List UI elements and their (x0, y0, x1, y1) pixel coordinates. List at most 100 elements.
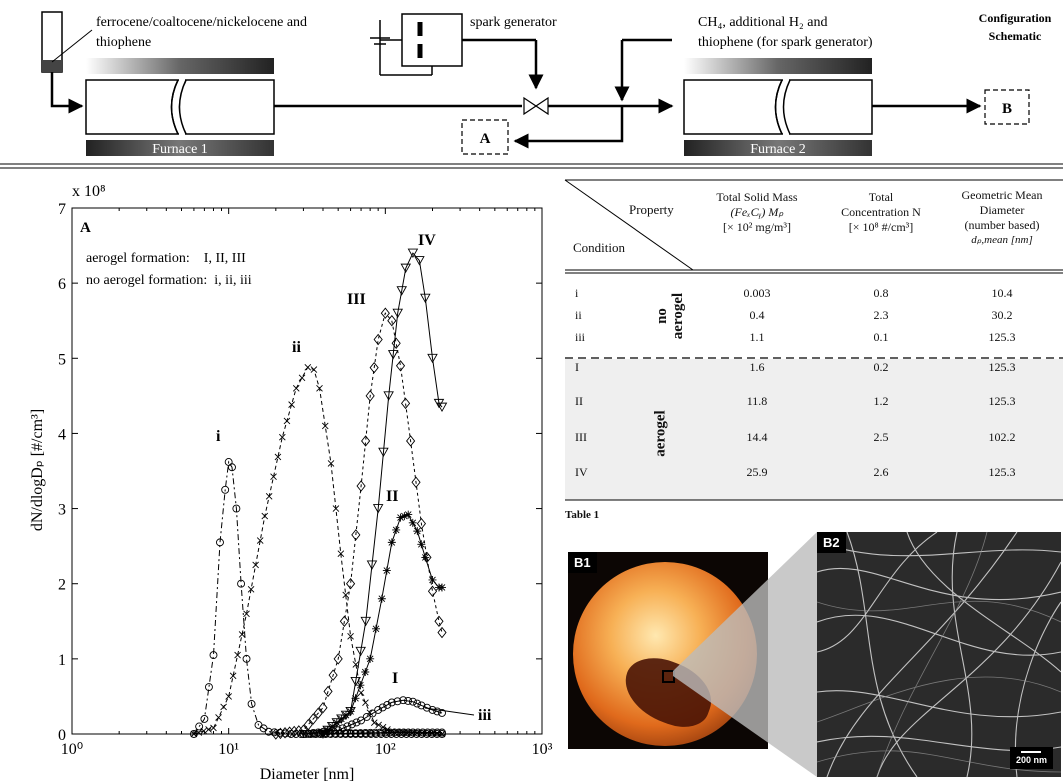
data-point (238, 631, 246, 638)
data-point (216, 538, 224, 547)
series-line (322, 252, 443, 735)
data-point (382, 566, 391, 575)
table-cell-dia: 102.2 (988, 430, 1016, 444)
data-point (334, 726, 343, 735)
data-point (345, 707, 356, 717)
data-point (270, 473, 277, 480)
table-cell-mass: 0.003 (743, 286, 771, 300)
table-cell-cond: III (575, 430, 587, 444)
data-point (413, 699, 422, 708)
scale-bar: 200 nm (1009, 747, 1053, 769)
y-tick-label: 2 (58, 577, 66, 594)
data-point (324, 727, 333, 736)
data-point (322, 725, 333, 736)
table-cell-mass: 25.9 (746, 465, 768, 479)
data-point (357, 716, 366, 725)
furnace-1-heater-top (86, 58, 274, 74)
y-tick-label: 5 (58, 351, 66, 368)
data-point (383, 391, 394, 401)
legend-aerogel: aerogel formation: I, II, III (86, 251, 246, 266)
property-table: Property Condition Total Solid Mass (Feₓ… (565, 180, 1063, 500)
data-point (413, 728, 422, 737)
data-point (221, 485, 230, 494)
data-point (404, 728, 413, 737)
data-point (289, 725, 299, 738)
table-cell-dia: 125.3 (988, 465, 1016, 479)
data-point (341, 729, 350, 738)
outlet-b-box (984, 89, 1030, 125)
data-point (351, 529, 361, 541)
data-point (209, 651, 218, 660)
table-cell-conc: 1.2 (873, 394, 889, 408)
data-point (438, 728, 446, 737)
furnace-2-heater-top (684, 58, 872, 74)
data-point (204, 683, 213, 691)
data-point (406, 435, 416, 447)
outlet-a-box (461, 119, 509, 155)
data-point (356, 480, 366, 492)
data-point (428, 728, 437, 737)
data-point (195, 729, 203, 736)
data-point (351, 729, 360, 738)
sem-fibers-image (817, 532, 1061, 777)
data-point (200, 715, 209, 723)
data-point (366, 654, 375, 663)
data-point (234, 651, 241, 659)
data-point (327, 460, 335, 467)
table-cell-cond: IV (575, 465, 588, 479)
furnace-2-label: Furnace 2 (750, 142, 806, 157)
data-point (396, 286, 408, 296)
data-point (347, 632, 354, 640)
data-point (356, 729, 365, 737)
data-point (361, 435, 371, 447)
data-point (318, 730, 327, 738)
data-point (371, 728, 380, 737)
data-point (395, 360, 406, 372)
data-point (374, 706, 383, 714)
table-cell-dia: 10.4 (991, 286, 1013, 300)
data-point (360, 616, 372, 627)
table-cell-cond: I (575, 360, 579, 374)
data-point (321, 422, 329, 430)
gas-label-2: thiophene (for spark generator) (698, 35, 873, 50)
data-point (237, 579, 246, 588)
series-label-IV: IV (418, 232, 436, 249)
zoom-marker (662, 670, 675, 683)
photo-b2-label: B2 (817, 532, 846, 553)
data-point (438, 709, 446, 717)
data-point (377, 730, 386, 738)
data-point (215, 714, 222, 721)
data-point (247, 586, 255, 593)
data-point (355, 646, 366, 657)
data-point (298, 374, 306, 382)
data-point (313, 707, 323, 720)
data-point (411, 476, 421, 488)
data-point (387, 314, 397, 327)
data-point (362, 699, 369, 707)
data-point (393, 697, 402, 706)
data-point (433, 728, 442, 737)
data-point (392, 308, 404, 319)
table-cell-conc: 2.6 (873, 465, 889, 479)
data-point (336, 714, 347, 724)
table-caption: Table 1 (565, 509, 600, 521)
series-line (275, 312, 443, 735)
data-point (256, 537, 264, 544)
data-point (381, 728, 390, 737)
table-cell-cond: iii (575, 330, 586, 344)
series-label-II: II (386, 488, 398, 505)
data-point (427, 353, 438, 364)
series-IV (317, 248, 448, 739)
data-point (309, 729, 318, 738)
data-point (303, 718, 313, 731)
series-III (271, 307, 447, 740)
data-point (418, 728, 427, 737)
data-point (288, 401, 295, 408)
valve-icon (523, 96, 549, 116)
y-exponent: x 10⁸ (72, 183, 106, 200)
data-point (264, 727, 273, 736)
data-point (399, 696, 408, 705)
data-point (337, 550, 345, 557)
table-cell-conc: 2.5 (873, 430, 889, 444)
